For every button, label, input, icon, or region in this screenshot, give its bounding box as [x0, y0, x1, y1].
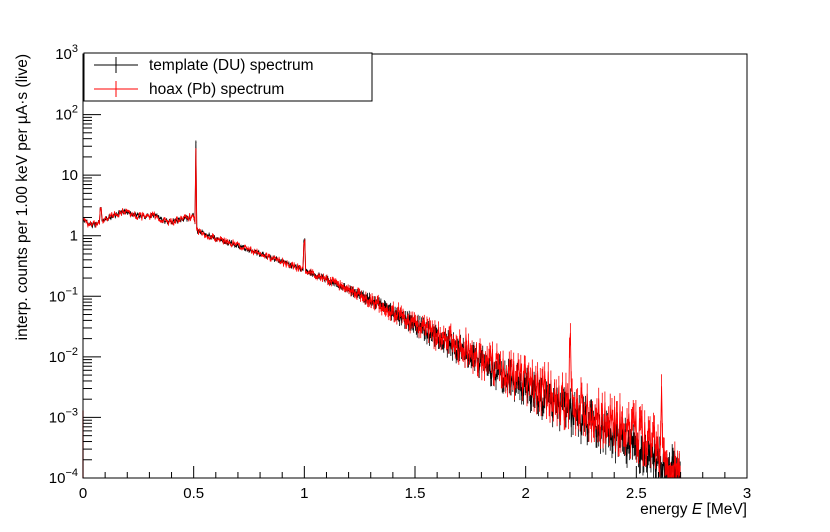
tick-label-layer: 0 0.5 1 1.5 2 2.5 3 10−4 10−3 10−2 10−1 1 10 102 103	[49, 43, 751, 502]
y-tick-label: 10−4	[49, 467, 78, 487]
y-tick-label: 102	[55, 104, 78, 124]
y-axis-title: interp. counts per 1.00 keV per µA·s (li…	[14, 54, 31, 340]
series-line	[83, 148, 681, 479]
y-tick-label: 10	[61, 167, 78, 184]
x-tick-label: 1	[300, 485, 308, 502]
legend-item-template: template (DU) spectrum	[94, 57, 314, 74]
y-tick-label: 10−2	[49, 346, 78, 366]
legend-item-hoax: hoax (Pb) spectrum	[94, 81, 284, 98]
x-tick-label: 2.5	[626, 485, 647, 502]
x-axis-title-units: [MeV]	[702, 501, 747, 518]
legend-box	[83, 52, 373, 102]
plot-area	[83, 54, 747, 478]
legend: template (DU) spectrum hoax (Pb) spectru…	[83, 52, 373, 102]
x-tick-label: 0.5	[183, 485, 204, 502]
x-tick-label: 0	[79, 485, 87, 502]
x-axis-title-variable: E	[692, 501, 703, 518]
series-layer	[82, 140, 681, 479]
x-tick-label: 2	[521, 485, 529, 502]
x-axis-title: energy E [MeV]	[640, 501, 747, 518]
x-axis-title-prefix: energy	[640, 501, 692, 518]
y-tick-label: 1	[70, 228, 78, 245]
legend-label-template: template (DU) spectrum	[149, 57, 314, 74]
x-tick-label: 1.5	[405, 485, 426, 502]
legend-label-hoax: hoax (Pb) spectrum	[149, 81, 284, 98]
y-tick-label: 103	[55, 43, 78, 63]
y-tick-label: 10−3	[49, 406, 78, 426]
x-tick-label: 3	[743, 485, 751, 502]
y-tick-label: 10−1	[49, 285, 78, 305]
